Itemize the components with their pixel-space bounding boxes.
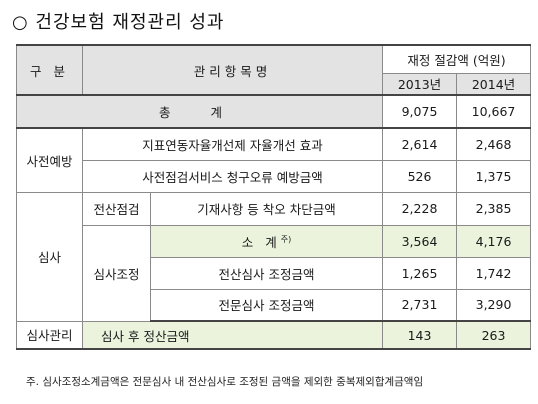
table-row: 심사 전산점검 기재사항 등 착오 차단금액 2,228 2,385: [16, 191, 532, 322]
adjustment-2-2013: 2,731: [382, 288, 458, 322]
management-2014: 263: [456, 320, 532, 350]
prevention-label: 사전예방: [16, 127, 83, 193]
prevention-item-2: 사전점검서비스 청구오류 예방금액: [81, 159, 384, 193]
management-row: 심사관리 심사 후 정산금액 143 263: [16, 320, 532, 350]
management-2013: 143: [382, 320, 458, 350]
header-row: 구 분 관리항목명 재정 절감액 (억원): [16, 44, 532, 96]
prevention-1-2014: 2,468: [456, 127, 532, 161]
header-year-row: 2013년 2014년: [17, 72, 532, 96]
subtotal-note-mark: 주): [280, 234, 292, 244]
total-label: 총 계: [15, 94, 384, 129]
adjustment-2-2014: 3,290: [456, 288, 532, 322]
table-row: 사전점검서비스 청구오류 예방금액 526 1,375: [17, 159, 532, 193]
review-electronic-item: 기재사항 등 착오 차단금액: [149, 191, 384, 226]
header-year-2014: 2014년: [456, 72, 532, 96]
subtotal-2014: 4,176: [456, 224, 532, 258]
adjustment-1-2013: 1,265: [382, 256, 458, 290]
subtotal-2013: 3,564: [382, 224, 458, 258]
review-label: 심사: [16, 191, 83, 322]
prevention-2-2013: 526: [382, 159, 458, 193]
review-electronic-label: 전산점검: [82, 191, 151, 226]
header-savings: 재정 절감액 (억원): [382, 44, 532, 74]
footnote: 주. 심사조정소계금액은 전문심사 내 전산심사로 조정된 금액을 제외한 중복…: [26, 376, 424, 388]
adjustment-item-2: 전문심사 조정금액: [149, 288, 384, 322]
savings-table: 구 분 관리항목명 재정 절감액 (억원) 2013년 2014년 총 계 9,…: [15, 44, 532, 350]
page-title: ○ 건강보험 재정관리 성과: [12, 12, 225, 33]
review-electronic-2014: 2,385: [456, 191, 532, 226]
table-row: 전문심사 조정금액 2,731 3,290: [17, 288, 532, 322]
review-adjustment-label: 심사조정: [82, 224, 151, 322]
total-2014: 10,667: [456, 94, 532, 129]
management-label: 심사관리: [16, 320, 83, 350]
prevention-2-2014: 1,375: [456, 159, 532, 193]
adjustment-1-2014: 1,742: [456, 256, 532, 290]
adjustment-item-1: 전산심사 조정금액: [149, 256, 384, 290]
subtotal-item: 소 계주): [149, 224, 384, 258]
review-electronic-2013: 2,228: [382, 191, 458, 226]
table-row: 심사조정 소 계주) 3,564 4,176: [17, 224, 532, 322]
subtotal-label: 소 계: [241, 234, 281, 250]
prevention-item-1: 지표연동자율개선제 자율개선 효과: [81, 127, 384, 161]
prevention-1-2013: 2,614: [382, 127, 458, 161]
total-2013: 9,075: [382, 94, 458, 129]
header-year-2013: 2013년: [382, 72, 458, 96]
header-category: 구 분: [16, 44, 83, 96]
total-row: 총 계 9,075 10,667: [15, 94, 532, 129]
table-row: 사전예방 지표연동자율개선제 자율개선 효과 2,614 2,468: [16, 127, 532, 193]
header-item: 관리항목명: [81, 44, 384, 96]
management-item: 심사 후 정산금액: [81, 320, 384, 350]
